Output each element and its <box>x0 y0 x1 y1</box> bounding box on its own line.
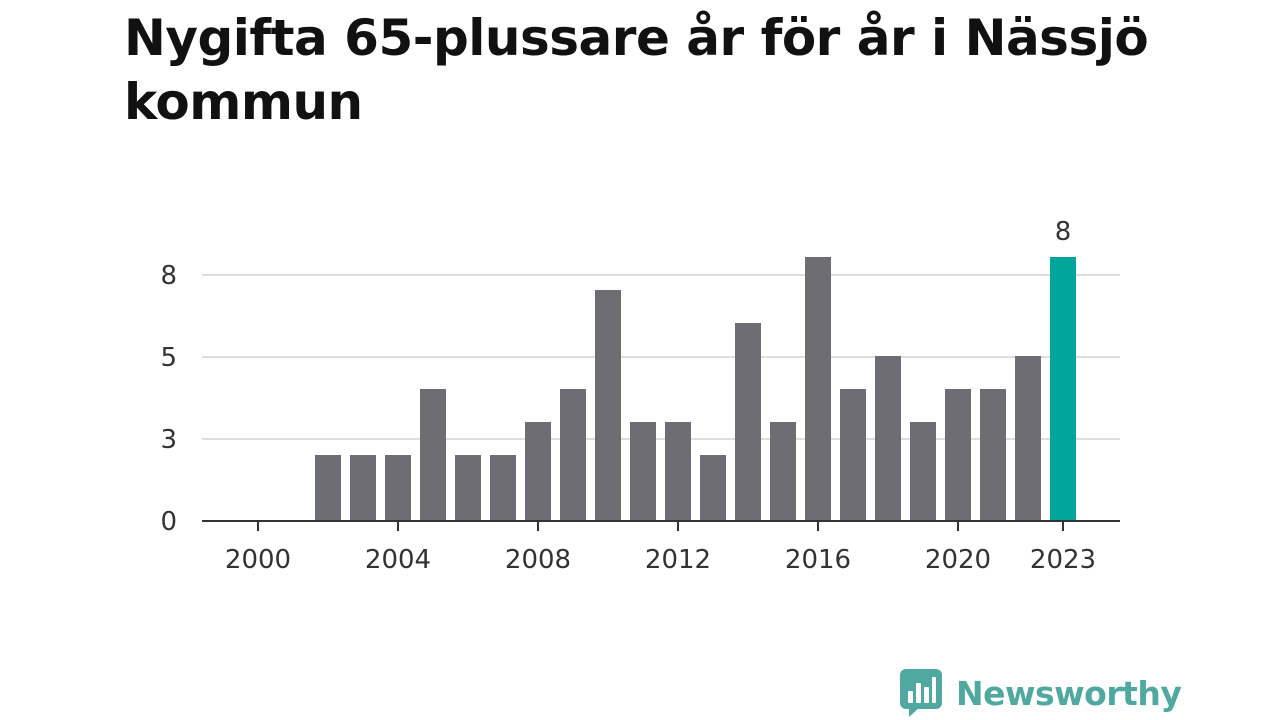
bar-2005 <box>420 389 446 521</box>
bar-2006 <box>455 455 481 521</box>
bar-2015 <box>770 422 796 521</box>
y-tick-label: 8 <box>160 261 177 291</box>
x-tick-label: 2023 <box>1030 545 1096 575</box>
x-tick-label: 2004 <box>365 545 431 575</box>
bar-2016 <box>805 257 831 521</box>
x-tick-label: 2012 <box>645 545 711 575</box>
bar-2018 <box>875 356 901 521</box>
bar-2012 <box>665 422 691 521</box>
x-axis <box>202 520 1120 531</box>
newsworthy-brand: Newsworthy <box>900 668 1182 718</box>
y-tick-label: 5 <box>160 343 177 373</box>
bar-2004 <box>385 455 411 521</box>
bar-2022 <box>1015 356 1041 521</box>
y-tick-label: 0 <box>160 507 177 537</box>
bar-2023 <box>1050 257 1076 521</box>
x-tick-label: 2008 <box>505 545 571 575</box>
bar-2009 <box>560 389 586 521</box>
bar-2007 <box>490 455 516 521</box>
highlight-value-label: 8 <box>1055 217 1072 247</box>
bar-2021 <box>980 389 1006 521</box>
bar-2011 <box>630 422 656 521</box>
labels: 0 3 5 8 8 2000 2004 2008 2012 2016 2020 2023 <box>160 217 1096 575</box>
chart-title: Nygifta 65-plussare år för år i Nässjö k… <box>124 9 1149 131</box>
bar-2008 <box>525 422 551 521</box>
x-tick-label: 2016 <box>785 545 851 575</box>
bar-2010 <box>595 290 621 521</box>
bar-2003 <box>350 455 376 521</box>
bar-chart-speech-bubble-icon <box>900 669 942 717</box>
brand-name: Newsworthy <box>956 673 1182 713</box>
x-tick-label: 2020 <box>925 545 991 575</box>
y-tick-label: 3 <box>160 425 177 455</box>
bar-2013 <box>700 455 726 521</box>
x-tick-label: 2000 <box>225 545 291 575</box>
bar-2017 <box>840 389 866 521</box>
bar-2014 <box>735 323 761 521</box>
bar-2019 <box>910 422 936 521</box>
bars <box>315 257 1076 521</box>
bar-2020 <box>945 389 971 521</box>
bar-2002 <box>315 455 341 521</box>
